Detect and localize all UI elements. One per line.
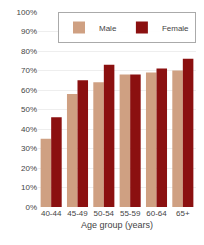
svg-text:40-44: 40-44 bbox=[41, 209, 62, 218]
svg-text:0%: 0% bbox=[25, 203, 37, 212]
svg-text:50-54: 50-54 bbox=[94, 209, 115, 218]
svg-text:30%: 30% bbox=[21, 144, 37, 153]
svg-text:80%: 80% bbox=[21, 47, 37, 56]
svg-text:Female: Female bbox=[162, 24, 189, 33]
svg-text:40%: 40% bbox=[21, 125, 37, 134]
svg-text:50%: 50% bbox=[21, 105, 37, 114]
svg-text:90%: 90% bbox=[21, 27, 37, 36]
svg-text:10%: 10% bbox=[21, 183, 37, 192]
svg-text:60-64: 60-64 bbox=[146, 209, 167, 218]
svg-text:60%: 60% bbox=[21, 86, 37, 95]
svg-text:20%: 20% bbox=[21, 164, 37, 173]
svg-text:Male: Male bbox=[99, 24, 117, 33]
svg-text:100%: 100% bbox=[17, 8, 37, 17]
svg-text:Age group (years): Age group (years) bbox=[81, 220, 153, 230]
svg-text:45-49: 45-49 bbox=[67, 209, 88, 218]
svg-text:70%: 70% bbox=[21, 66, 37, 75]
svg-text:55-59: 55-59 bbox=[120, 209, 141, 218]
svg-text:65+: 65+ bbox=[176, 209, 190, 218]
